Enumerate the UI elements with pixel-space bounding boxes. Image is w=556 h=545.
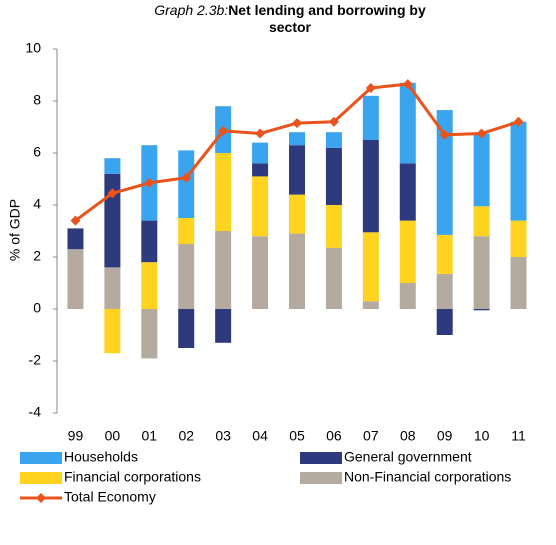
- bar-segment: [510, 257, 527, 309]
- bar-segment: [510, 121, 527, 221]
- bar-segment: [178, 244, 195, 309]
- x-tick-label: 99: [68, 428, 84, 444]
- y-tick-label: 4: [33, 196, 41, 212]
- line-marker: [181, 172, 192, 183]
- line-marker: [513, 116, 524, 127]
- x-tick-label: 10: [474, 428, 490, 444]
- bar-segment: [510, 220, 527, 257]
- bar-segment: [436, 309, 453, 335]
- bar-segment: [67, 228, 84, 250]
- bar-segment: [325, 247, 342, 309]
- bar-segment: [473, 133, 490, 207]
- bar-segment: [325, 147, 342, 205]
- line-marker: [402, 79, 413, 90]
- bar-segment: [67, 249, 84, 309]
- y-tick-label: 8: [33, 92, 41, 108]
- legend-swatch: [20, 452, 62, 464]
- line-marker: [70, 215, 81, 226]
- legend-label: Financial corporations: [64, 469, 201, 485]
- x-tick-label: 07: [363, 428, 379, 444]
- line-marker: [218, 125, 229, 136]
- bar-segment: [399, 283, 416, 309]
- bar-segment: [399, 82, 416, 164]
- y-tick-label: -2: [29, 352, 42, 368]
- bar-segment: [104, 309, 121, 354]
- line-marker: [255, 128, 266, 139]
- y-axis-label: % of GDP: [7, 199, 23, 261]
- bar-segment: [473, 236, 490, 309]
- bar-segment: [178, 150, 195, 218]
- bar-segment: [141, 220, 158, 263]
- bar-segment: [252, 142, 269, 164]
- line-marker: [144, 177, 155, 188]
- bar-segment: [436, 110, 453, 235]
- line-marker: [439, 129, 450, 140]
- line-marker: [107, 188, 118, 199]
- bar-segment: [178, 218, 195, 244]
- y-tick-label: 6: [33, 144, 41, 160]
- bar-segment: [252, 163, 269, 177]
- bar-segment: [325, 205, 342, 248]
- bar-segment: [399, 163, 416, 221]
- bar-segment: [252, 176, 269, 237]
- line-marker: [476, 128, 487, 139]
- bar-segment: [252, 236, 269, 309]
- bar-segment: [104, 267, 121, 309]
- bar-segment: [436, 273, 453, 309]
- bar-segment: [215, 231, 232, 309]
- x-tick-label: 05: [289, 428, 305, 444]
- x-tick-label: 03: [215, 428, 231, 444]
- legend-swatch: [300, 472, 342, 484]
- bar-segment: [362, 232, 379, 302]
- legend-marker: [36, 493, 46, 503]
- x-tick-label: 09: [437, 428, 453, 444]
- legend-swatch: [300, 452, 342, 464]
- line-marker: [292, 118, 302, 129]
- bar-segment: [399, 220, 416, 283]
- bar-segment: [362, 301, 379, 309]
- chart-title: Graph 2.3b:Net lending and borrowing by …: [140, 2, 440, 36]
- x-tick-label: 04: [252, 428, 268, 444]
- x-tick-label: 00: [105, 428, 121, 444]
- bar-segment: [215, 153, 232, 231]
- x-tick-label: 08: [400, 428, 416, 444]
- bar-segment: [473, 206, 490, 237]
- legend-label: Total Economy: [64, 489, 156, 505]
- bar-segment: [141, 262, 158, 309]
- bar-segment: [104, 173, 121, 268]
- bar-segment: [104, 158, 121, 174]
- x-tick-label: 11: [511, 428, 526, 444]
- graph-label: Graph 2.3b:: [154, 2, 229, 18]
- y-tick-label: 0: [33, 300, 41, 316]
- bar-segment: [289, 145, 305, 195]
- bar-segment: [436, 234, 453, 274]
- line-marker: [328, 116, 339, 127]
- bar-segment: [289, 194, 305, 234]
- y-tick-label: -4: [29, 404, 42, 420]
- bar-segment: [215, 309, 232, 343]
- legend-swatch: [20, 472, 62, 484]
- x-tick-label: 06: [326, 428, 342, 444]
- bar-segment: [362, 140, 379, 233]
- y-tick-label: 2: [33, 248, 41, 264]
- x-tick-label: 02: [178, 428, 194, 444]
- legend-label: Households: [64, 449, 138, 465]
- bar-segment: [473, 309, 490, 311]
- bar-segment: [325, 132, 342, 148]
- bar-segment: [289, 233, 305, 309]
- y-tick-label: 10: [25, 40, 41, 56]
- bar-segment: [362, 95, 379, 140]
- legend-label: General government: [344, 449, 472, 465]
- line-marker: [365, 83, 376, 93]
- bar-segment: [141, 309, 158, 359]
- title-text: Net lending and borrowing by sector: [228, 2, 426, 35]
- bar-segment: [178, 309, 195, 348]
- legend-label: Non-Financial corporations: [344, 469, 511, 485]
- x-tick-label: 01: [142, 428, 158, 444]
- bar-segment: [289, 132, 305, 146]
